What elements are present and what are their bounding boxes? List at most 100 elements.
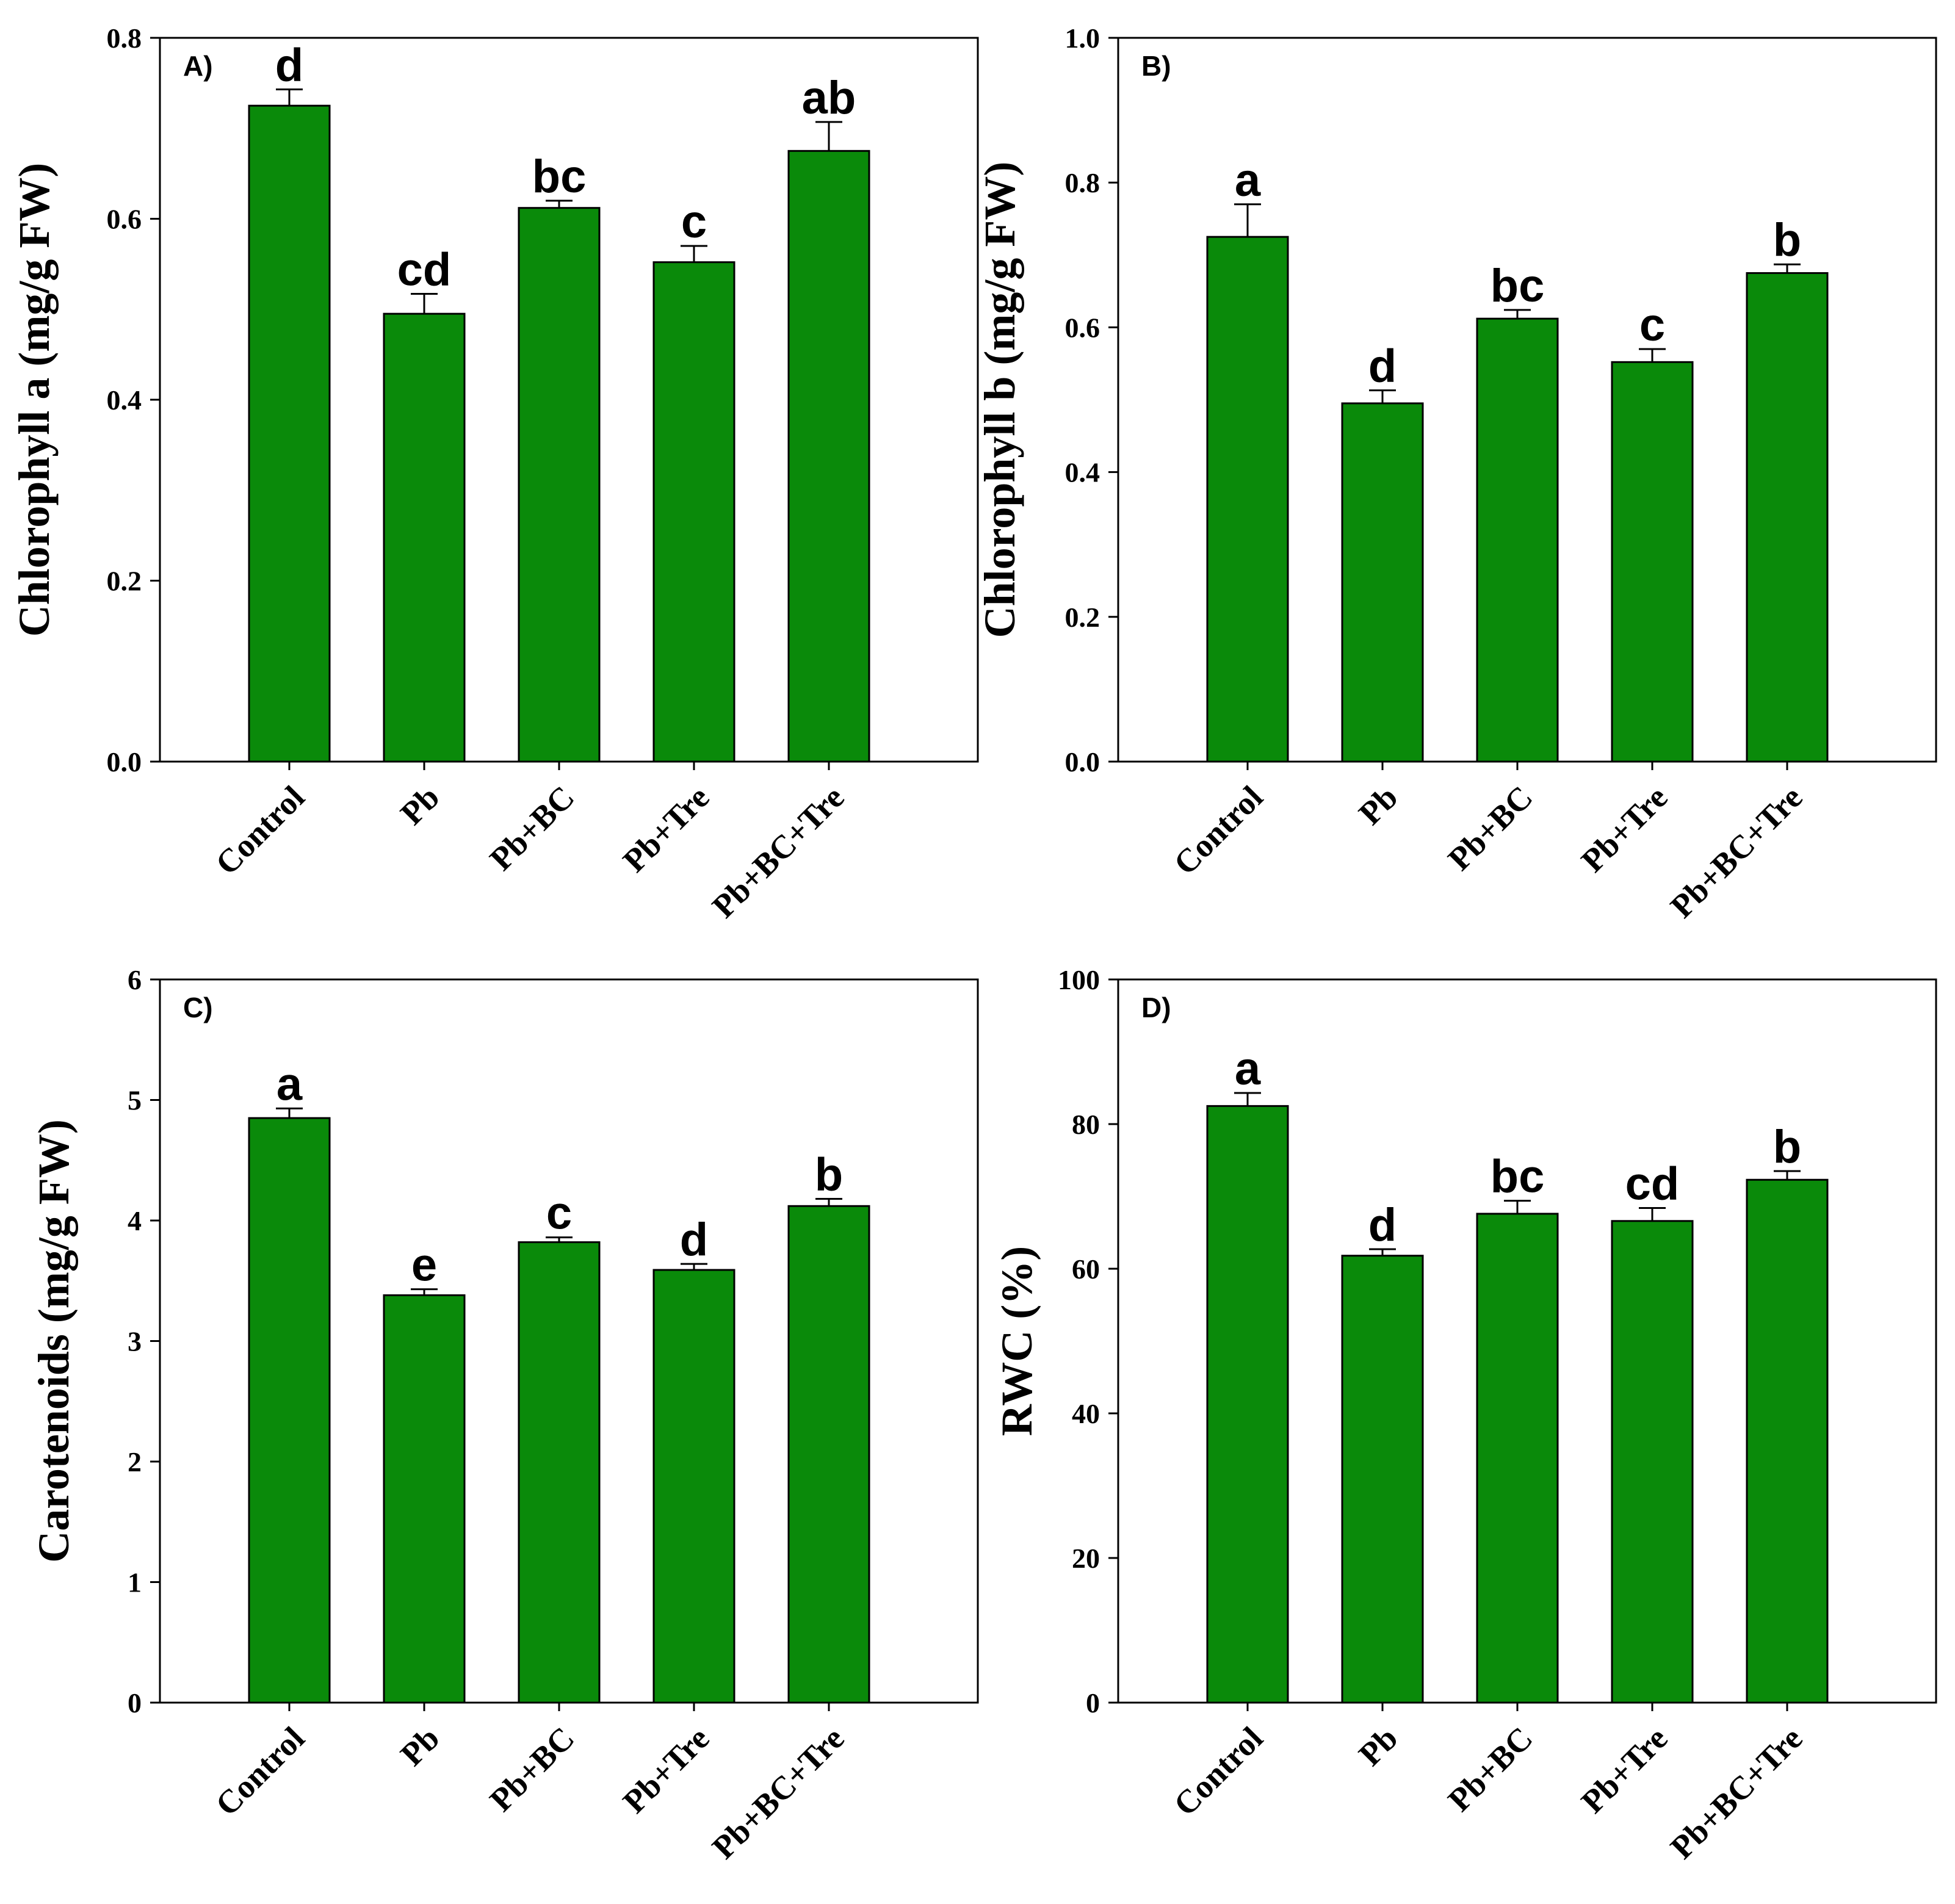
- significance-letter-b-control: a: [1235, 154, 1261, 206]
- x-tick-label-b-pb-plus-tre: Pb+Tre: [1574, 779, 1675, 879]
- error-bar-a-pb-plus-tre: [681, 245, 707, 262]
- significance-letter-d-pb-plus-tre: cd: [1625, 1158, 1680, 1210]
- significance-letter-b-pb-plus-tre: c: [1639, 299, 1665, 351]
- y-tick-label-d-4: 80: [1072, 1109, 1100, 1140]
- panel-label-c: C): [183, 992, 213, 1023]
- bar-d-control: [1206, 1105, 1289, 1704]
- x-tick-label-d-pb-plus-bc: Pb+BC: [1441, 1720, 1540, 1819]
- error-bar-b-pb: [1369, 389, 1396, 403]
- error-bar-d-pb-plus-bc-plus-tre: [1774, 1170, 1801, 1180]
- bar-c-pb-plus-bc-plus-tre: [787, 1205, 870, 1704]
- significance-letter-b-pb-plus-bc: bc: [1491, 260, 1545, 312]
- bar-a-control: [248, 104, 331, 763]
- bar-b-pb-plus-bc-plus-tre: [1746, 272, 1829, 763]
- panel-d-chart: a Control d Pb bc Pb+BC cd Pb+Tre b Pb+BC+Tre 0 20 4…: [992, 964, 1937, 1866]
- x-tick-label-a-pb-plus-tre: Pb+Tre: [616, 779, 717, 879]
- significance-letter-c-pb: e: [411, 1239, 437, 1291]
- bar-b-pb: [1341, 402, 1424, 763]
- x-tick-label-d-pb-plus-tre: Pb+Tre: [1574, 1720, 1675, 1820]
- x-tick-label-d-pb-plus-bc-plus-tre: Pb+BC+Tre: [1663, 1720, 1809, 1866]
- error-bar-c-pb-plus-bc: [546, 1236, 573, 1242]
- x-tick-label-d-pb: Pb: [1351, 1720, 1404, 1773]
- y-tick-label-b-4: 0.8: [1065, 167, 1100, 198]
- x-tick-label-c-pb-plus-bc: Pb+BC: [483, 1720, 582, 1819]
- significance-letter-a-pb-plus-bc: bc: [532, 151, 587, 203]
- panel-label-d: D): [1141, 992, 1171, 1023]
- error-bar-c-pb-plus-tre: [681, 1263, 707, 1270]
- error-bar-c-control: [276, 1107, 303, 1119]
- x-tick-label-c-control: Control: [208, 1720, 311, 1823]
- significance-letter-b-pb-plus-bc-plus-tre: b: [1773, 214, 1801, 266]
- bar-c-pb-plus-tre: [652, 1269, 735, 1704]
- y-tick-label-b-2: 0.4: [1065, 457, 1100, 488]
- bar-a-pb-plus-tre: [652, 261, 735, 763]
- y-tick-label-c-2: 2: [128, 1446, 142, 1477]
- significance-letter-c-pb-plus-bc-plus-tre: b: [815, 1149, 843, 1200]
- bar-c-pb: [383, 1294, 466, 1704]
- y-tick-label-d-5: 100: [1058, 964, 1100, 995]
- y-tick-label-c-3: 3: [128, 1326, 142, 1357]
- bar-c-control: [248, 1117, 331, 1704]
- x-tick-label-a-pb-plus-bc: Pb+BC: [483, 779, 582, 878]
- y-tick-label-c-1: 1: [128, 1567, 142, 1598]
- error-bar-a-pb-plus-bc: [546, 200, 573, 208]
- y-tick-label-b-0: 0.0: [1065, 746, 1100, 777]
- error-bar-b-pb-plus-bc: [1504, 309, 1531, 319]
- error-bar-d-control: [1234, 1092, 1261, 1106]
- plot-frame-b: [1117, 37, 1937, 763]
- error-bar-a-pb: [411, 293, 438, 314]
- y-tick-label-c-0: 0: [128, 1687, 142, 1718]
- error-bar-b-control: [1234, 203, 1261, 237]
- significance-letter-d-pb-plus-bc: bc: [1491, 1151, 1545, 1203]
- error-bar-d-pb: [1369, 1248, 1396, 1256]
- plot-frame-d: [1117, 978, 1937, 1704]
- x-tick-label-b-control: Control: [1166, 779, 1270, 882]
- y-tick-label-d-0: 0: [1086, 1687, 1100, 1718]
- y-tick-label-d-3: 60: [1072, 1253, 1100, 1285]
- bar-b-pb-plus-bc: [1476, 317, 1559, 763]
- x-tick-label-b-pb-plus-bc-plus-tre: Pb+BC+Tre: [1663, 779, 1809, 925]
- y-tick-label-d-1: 20: [1072, 1543, 1100, 1574]
- bar-d-pb-plus-bc-plus-tre: [1746, 1178, 1829, 1704]
- significance-letter-a-pb: cd: [397, 244, 452, 296]
- y-tick-label-a-3: 0.6: [107, 204, 142, 235]
- panel-b-chart: a Control d Pb bc Pb+BC c Pb+Tre b Pb+BC+Tre 0.0 0.…: [975, 23, 1937, 925]
- error-bar-d-pb-plus-bc: [1504, 1200, 1531, 1214]
- y-axis-label-b: Chlorophyll b (mg/g FW): [975, 162, 1024, 638]
- x-tick-label-a-pb-plus-bc-plus-tre: Pb+BC+Tre: [705, 779, 851, 925]
- bar-d-pb-plus-bc: [1476, 1213, 1559, 1704]
- bar-a-pb-plus-bc-plus-tre: [787, 150, 870, 763]
- y-tick-label-b-3: 0.6: [1065, 312, 1100, 343]
- x-tick-label-b-pb-plus-bc: Pb+BC: [1441, 779, 1540, 878]
- error-bar-c-pb-plus-bc-plus-tre: [815, 1197, 842, 1206]
- bar-b-control: [1206, 236, 1289, 763]
- significance-letter-d-pb-plus-bc-plus-tre: b: [1773, 1121, 1801, 1173]
- x-tick-label-b-pb: Pb: [1351, 779, 1404, 832]
- significance-letter-a-control: d: [275, 40, 303, 92]
- error-bar-b-pb-plus-tre: [1639, 348, 1666, 362]
- x-tick-label-c-pb: Pb: [393, 1720, 446, 1773]
- plot-frame-a: [159, 37, 979, 763]
- bar-b-pb-plus-tre: [1611, 361, 1694, 763]
- significance-letter-c-pb-plus-tre: d: [680, 1214, 708, 1266]
- y-tick-label-c-6: 6: [128, 964, 142, 995]
- y-tick-label-d-2: 40: [1072, 1398, 1100, 1429]
- significance-letter-d-control: a: [1235, 1043, 1261, 1095]
- significance-letter-a-pb-plus-tre: c: [681, 196, 707, 248]
- y-tick-label-a-0: 0.0: [107, 746, 142, 777]
- significance-letter-b-pb: d: [1368, 341, 1397, 392]
- bar-a-pb: [383, 312, 466, 763]
- plot-frame-c: [159, 978, 979, 1704]
- x-tick-label-a-control: Control: [208, 779, 311, 882]
- y-tick-label-c-5: 5: [128, 1085, 142, 1116]
- error-bar-a-control: [276, 88, 303, 106]
- y-axis-label-c: Carotenoids (mg/g FW): [29, 1119, 78, 1563]
- y-axis-label-a: Chlorophyll a (mg/g FW): [10, 163, 59, 637]
- panel-label-a: A): [183, 50, 213, 82]
- panel-label-b: B): [1141, 50, 1171, 82]
- significance-letter-c-control: a: [276, 1058, 303, 1110]
- x-tick-label-d-control: Control: [1166, 1720, 1270, 1823]
- bar-d-pb-plus-tre: [1611, 1220, 1694, 1704]
- error-bar-d-pb-plus-tre: [1639, 1206, 1666, 1221]
